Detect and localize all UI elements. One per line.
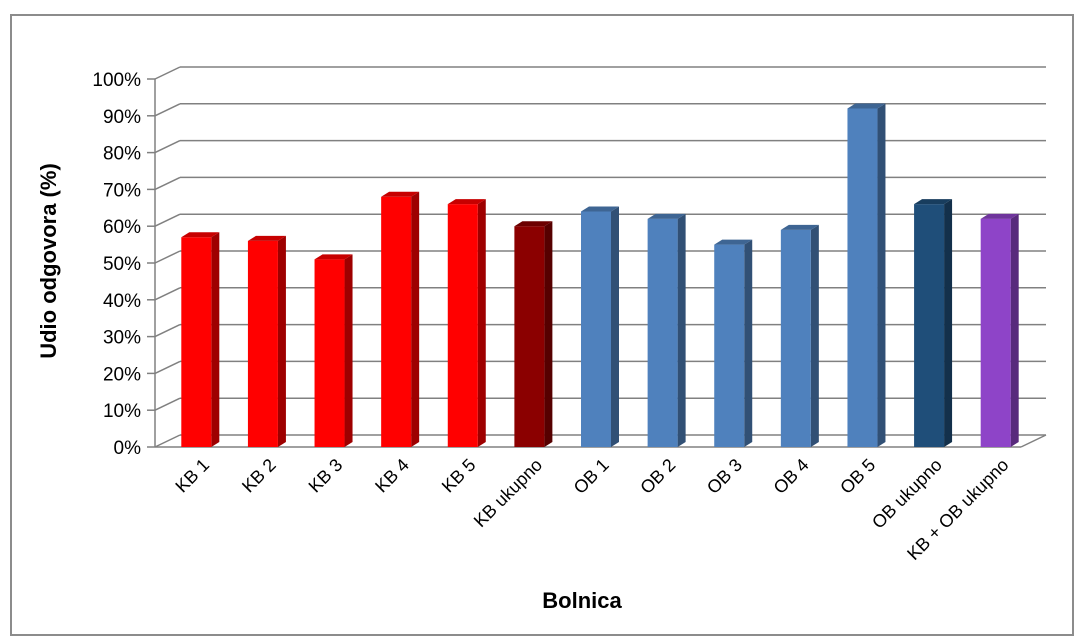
y-tick-label: 70%: [103, 180, 141, 201]
bar-top: [581, 206, 619, 212]
y-tick-label: 40%: [103, 291, 141, 312]
gridline-depth: [154, 176, 181, 191]
x-tick-label: OB 3: [703, 455, 746, 498]
bar: [780, 224, 819, 447]
bar-side: [744, 239, 753, 447]
y-tick-label: 90%: [103, 107, 141, 128]
bars: [181, 103, 1019, 447]
bar-side: [544, 221, 553, 447]
x-axis-title: Bolnica: [542, 588, 622, 613]
bar-front: [914, 204, 945, 447]
bar-top: [514, 221, 553, 227]
bar-chart: 0%10%20%30%40%50%60%70%80%90%100% KB 1 KB…: [36, 66, 1047, 613]
bar-front: [181, 237, 212, 447]
bar: [447, 199, 486, 447]
x-tick-label: KB ukupno: [470, 455, 546, 531]
x-tick-label: KB 4: [371, 455, 413, 497]
gridline-depth: [154, 360, 181, 375]
bar-front: [447, 204, 478, 447]
gridline-depth: [154, 250, 181, 264]
gridline-depth: [154, 434, 181, 448]
y-tick-label: 30%: [103, 328, 141, 349]
floor-edge: [1020, 434, 1047, 448]
bar: [581, 206, 619, 447]
bar-side: [344, 254, 353, 447]
bar: [647, 213, 686, 447]
bar-front: [514, 226, 545, 447]
y-tick-label: 100%: [92, 70, 141, 91]
gridline-depth: [154, 103, 181, 117]
bar-top: [447, 199, 486, 205]
bar-top: [847, 103, 886, 109]
bar-front: [780, 229, 811, 447]
bar-front: [314, 259, 345, 447]
bar-side: [411, 191, 420, 447]
y-tick-label: 50%: [103, 254, 141, 275]
bar-side: [277, 235, 286, 447]
bar-top: [780, 224, 819, 230]
bar-top: [647, 213, 686, 219]
gridline-depth: [154, 213, 181, 227]
bar-front: [714, 244, 745, 447]
bar-front: [980, 218, 1011, 447]
x-axis-categories: KB 1 KB 2 KB 3 KB 4 KB 5KB ukupno OB 1 OB 2 OB …: [171, 455, 1012, 564]
bar-top: [247, 235, 286, 241]
y-axis-ticks: 0% 10% 20% 30% 40% 50% 60% 70% 80% 90% 100%: [92, 70, 141, 459]
bar: [980, 213, 1019, 447]
bar-front: [647, 218, 678, 447]
bar-front: [247, 240, 278, 447]
y-tick-label: 10%: [103, 401, 141, 422]
bar-side: [211, 232, 220, 447]
bar-front: [847, 108, 878, 447]
bar-side: [877, 103, 886, 447]
bar-top: [314, 254, 353, 260]
x-tick-label: KB 5: [438, 455, 480, 497]
bar-top: [980, 213, 1019, 219]
x-tick-label: OB 1: [570, 455, 613, 498]
bar-front: [381, 196, 412, 447]
bar-top: [714, 239, 753, 245]
bar-side: [677, 213, 686, 447]
bar-top: [181, 232, 220, 238]
y-tick-label: 80%: [103, 144, 141, 165]
gridline-depth: [154, 287, 181, 301]
bar-side: [810, 224, 819, 447]
gridline-depth: [154, 397, 181, 411]
bar: [247, 235, 286, 447]
gridline-depth: [154, 66, 181, 80]
bar: [714, 239, 753, 447]
chart-frame: 0% 10% 20% 30% 40% 50% 60% 70% 80% 90% 100% KB 1 KB…: [10, 14, 1074, 636]
bar-front: [581, 211, 611, 447]
x-tick-label: OB 2: [636, 455, 679, 498]
gridline-depth: [154, 323, 181, 338]
gridline-depth: [154, 139, 181, 154]
bar-top: [914, 199, 953, 205]
bar: [314, 254, 353, 447]
bar: [847, 103, 886, 447]
bar-side: [611, 206, 619, 447]
y-tick-label: 60%: [103, 217, 141, 238]
y-axis-title: Udio odgovora (%): [36, 163, 61, 359]
y-tick-label: 0%: [114, 438, 142, 459]
y-tick-label: 20%: [103, 364, 141, 385]
x-tick-label: OB 4: [770, 455, 813, 498]
bar-side: [477, 199, 486, 447]
bar-side: [944, 199, 953, 447]
bar: [181, 232, 220, 447]
bar-top: [381, 191, 420, 197]
x-tick-label: KB 2: [238, 455, 280, 497]
bar-side: [1010, 213, 1019, 447]
bar: [914, 199, 953, 447]
x-tick-label: OB 5: [836, 455, 879, 498]
bar: [514, 221, 553, 447]
x-tick-label: KB 3: [305, 455, 347, 497]
bar: [381, 191, 420, 447]
x-tick-label: KB 1: [171, 455, 213, 497]
